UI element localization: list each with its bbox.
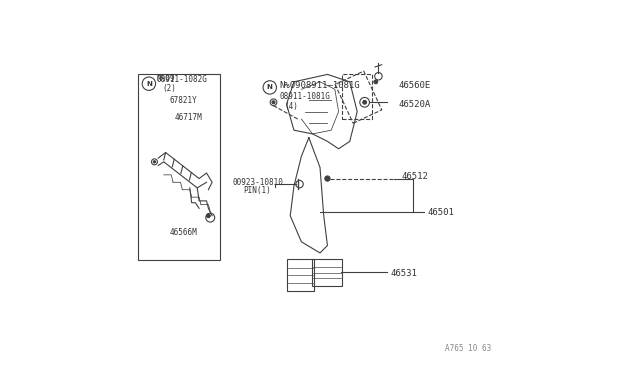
Text: (2): (2) — [162, 84, 176, 93]
Text: 08911-1082G: 08911-1082G — [156, 76, 207, 84]
Text: N: N — [146, 81, 152, 87]
Circle shape — [363, 100, 367, 104]
Text: 46717M: 46717M — [175, 113, 203, 122]
Text: N%09: N%09 — [156, 74, 175, 83]
Text: 08911-1081G: 08911-1081G — [279, 92, 330, 101]
Text: 46512: 46512 — [402, 172, 429, 181]
Text: 46531: 46531 — [390, 269, 417, 278]
Circle shape — [207, 214, 211, 218]
Text: N: N — [267, 84, 273, 90]
Text: 46520A: 46520A — [398, 100, 430, 109]
Text: (4): (4) — [285, 102, 298, 110]
Circle shape — [272, 101, 275, 104]
Circle shape — [374, 80, 378, 84]
Text: N%0908911–1081G: N%0908911–1081G — [279, 81, 360, 90]
Circle shape — [325, 176, 330, 181]
Text: 46566M: 46566M — [170, 228, 197, 237]
Circle shape — [154, 161, 156, 163]
Text: 67821Y: 67821Y — [170, 96, 197, 105]
Text: PIN(1): PIN(1) — [244, 186, 271, 195]
Text: 46560E: 46560E — [398, 81, 430, 90]
Text: A765 10 63: A765 10 63 — [445, 344, 491, 353]
Text: 46501: 46501 — [428, 208, 455, 217]
Text: 00923-10810: 00923-10810 — [232, 178, 284, 187]
